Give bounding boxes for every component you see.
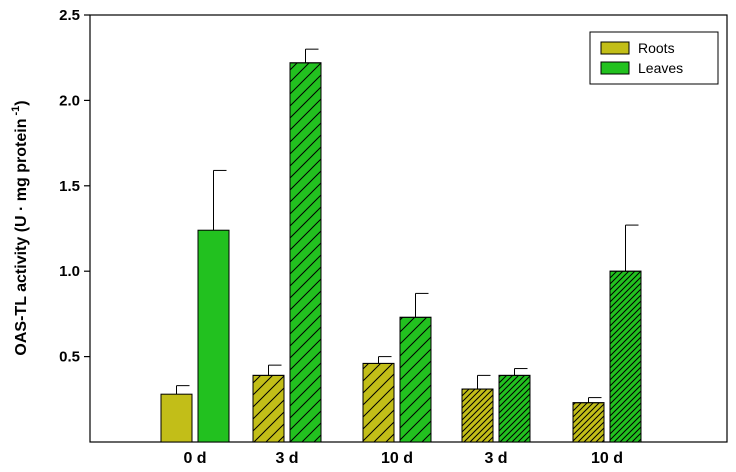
bar-hatch-leaves	[609, 270, 642, 443]
x-category-label: 0 d	[183, 450, 206, 467]
bar-leaves	[197, 229, 230, 443]
y-tick-label: 0.5	[59, 349, 80, 366]
legend-box	[589, 31, 719, 85]
y-axis-title: OAS-TL activity (U · mg protein -1)	[10, 100, 30, 355]
x-category-label: 3 d	[484, 450, 507, 467]
x-category-label: 3 d	[275, 450, 298, 467]
y-axis: 0.5 1.0 1.5 2.0 2.5	[59, 7, 90, 366]
x-category-label: 10 d	[591, 450, 623, 467]
x-category-label: 10 d	[381, 450, 413, 467]
bar-hatch-roots	[572, 402, 605, 443]
y-axis-title-superscript: -1	[10, 106, 22, 116]
bar-hatch-roots	[252, 374, 285, 443]
y-tick-label: 2.5	[59, 7, 80, 24]
y-axis-title-close: )	[13, 100, 30, 105]
legend-swatch-roots	[600, 41, 630, 55]
legend-label-leaves: Leaves	[638, 60, 683, 76]
legend-swatch-leaves	[600, 61, 630, 75]
y-tick-label: 2.0	[59, 92, 80, 109]
bar-hatch-roots	[461, 388, 494, 443]
legend: Roots Leaves	[589, 31, 719, 85]
bars	[160, 48, 642, 443]
y-axis-title-main: OAS-TL activity (U · mg protein	[13, 119, 30, 356]
bar-roots	[160, 393, 193, 443]
bar-hatch-leaves	[399, 316, 432, 443]
y-tick-label: 1.5	[59, 178, 80, 195]
y-tick-label: 1.0	[59, 263, 80, 280]
legend-label-roots: Roots	[638, 40, 675, 56]
bar-hatch-roots	[362, 362, 395, 443]
x-axis: 0 d 3 d 10 d 3 d 10 d	[183, 450, 623, 467]
bar-hatch-leaves	[289, 62, 322, 443]
bar-hatch-leaves	[498, 374, 531, 443]
